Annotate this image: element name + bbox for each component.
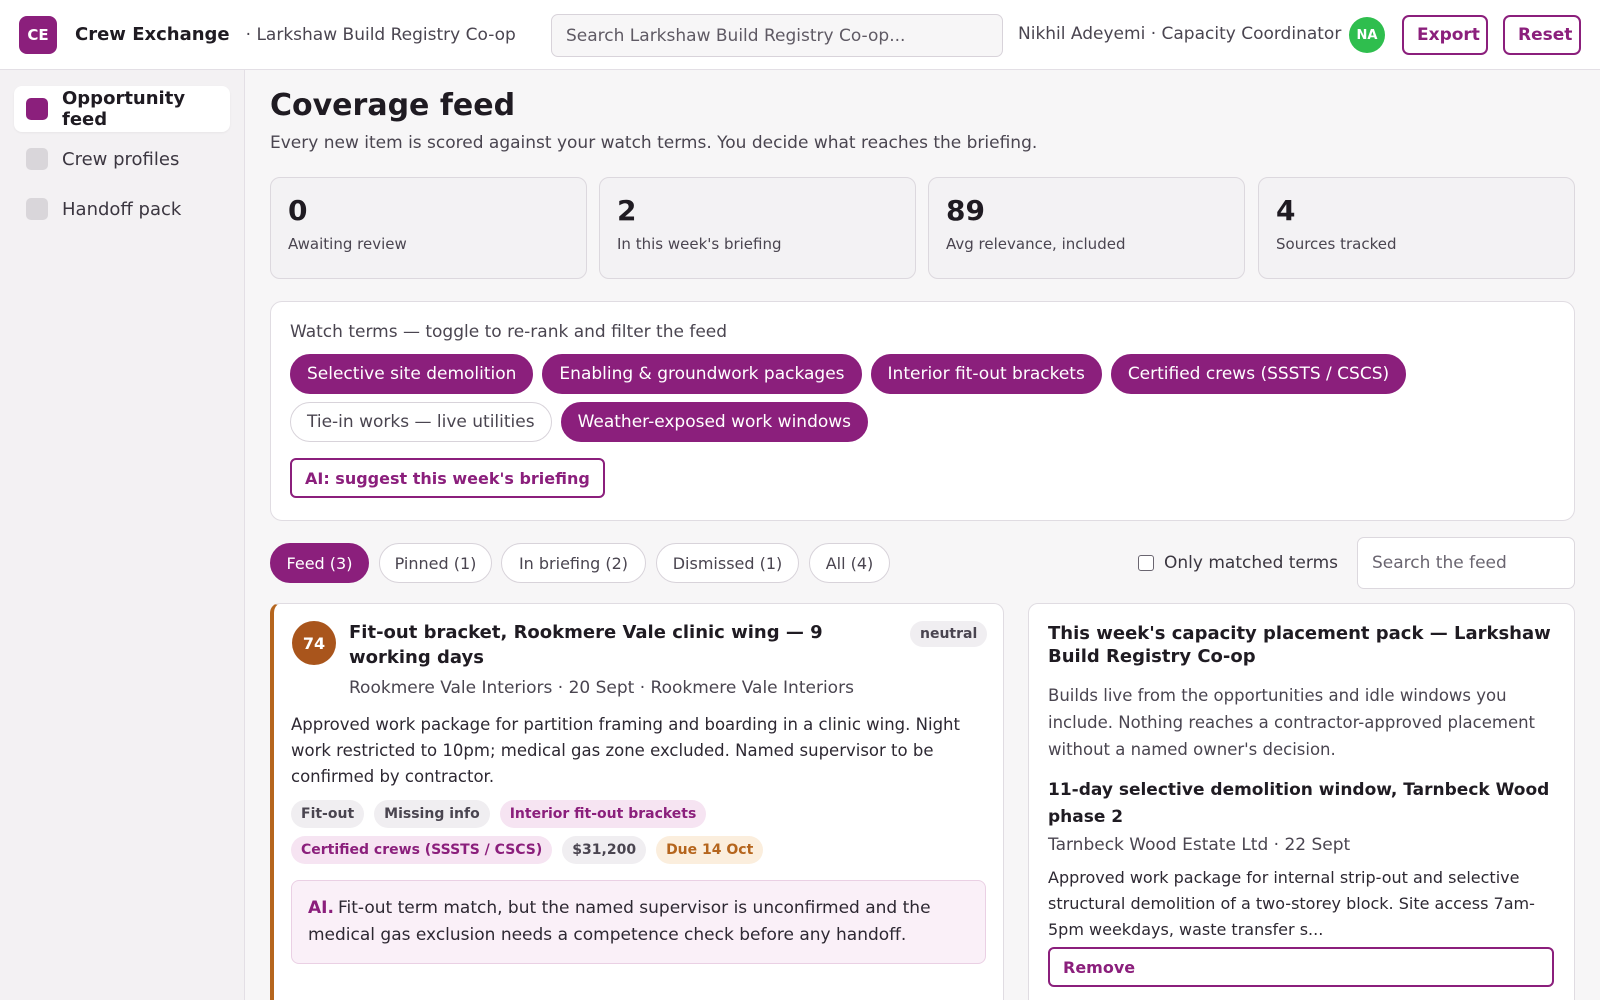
watch-term-chip[interactable]: Tie-in works — live utilities [290, 402, 552, 442]
ai-note: AI. Fit-out term match, but the named sup… [291, 880, 986, 964]
avatar[interactable]: NA [1349, 17, 1385, 53]
feed-card-title: Fit-out bracket, Rookmere Vale clinic wi… [349, 622, 823, 668]
nav-square-icon [26, 98, 48, 120]
ai-note-text: Fit-out term match, but the named superv… [308, 898, 931, 945]
tab-pinned[interactable]: Pinned (1) [379, 543, 492, 583]
tag: Missing info [374, 800, 490, 828]
pack-item-title: 11-day selective demolition window, Tarn… [1048, 780, 1550, 827]
watch-term-chip[interactable]: Weather-exposed work windows [560, 402, 869, 442]
stats-row: 0 Awaiting review 2 In this week's brief… [270, 177, 1575, 279]
only-matched-toggle[interactable]: Only matched terms [1138, 553, 1338, 573]
tab-dismissed[interactable]: Dismissed (1) [656, 543, 799, 583]
nav-square-icon [26, 198, 48, 220]
checkbox[interactable] [1138, 555, 1154, 571]
stat-label: Sources tracked [1276, 235, 1397, 253]
pack-item-body: Approved work package for internal strip… [1048, 868, 1535, 939]
tag-value: $31,200 [562, 836, 647, 864]
remove-button[interactable]: Remove [1048, 947, 1554, 987]
sidebar-item-label: Opportunity feed [62, 88, 186, 130]
stat-value: 4 [1276, 194, 1296, 227]
stat-value: 2 [617, 194, 637, 227]
tone-badge: neutral [910, 621, 988, 647]
only-matched-label: Only matched terms [1164, 553, 1338, 573]
stat-value: 89 [946, 194, 985, 227]
sidebar-item-label: Crew profiles [62, 148, 180, 170]
export-button[interactable]: Export [1402, 15, 1488, 55]
stat-card-in-briefing: 2 In this week's briefing [599, 177, 916, 279]
feed-search-input[interactable] [1357, 537, 1575, 589]
tab-all[interactable]: All (4) [809, 543, 890, 583]
sidebar-item-handoff-pack[interactable]: Handoff pack [14, 186, 230, 232]
tag-due-date: Due 14 Oct [656, 836, 764, 864]
ai-suggest-briefing-button[interactable]: AI: suggest this week's briefing [290, 458, 605, 498]
tab-feed[interactable]: Feed (3) [270, 543, 369, 583]
page-subtitle: Every new item is scored against your wa… [270, 133, 1038, 153]
stat-card-sources-tracked: 4 Sources tracked [1258, 177, 1575, 279]
watch-term-chips: Selective site demolition Enabling & gro… [290, 354, 1470, 442]
org-name: · Larkshaw Build Registry Co-op [245, 24, 516, 45]
feed-card[interactable]: 74 Fit-out bracket, Rookmere Vale clinic… [270, 603, 1004, 1000]
tag-watch-term: Interior fit-out brackets [499, 800, 707, 828]
sidebar-item-crew-profiles[interactable]: Crew profiles [14, 136, 230, 182]
pack-item-meta: Tarnbeck Wood Estate Ltd · 22 Sept [1048, 835, 1351, 855]
stat-label: Awaiting review [288, 235, 407, 253]
page-title: Coverage feed [270, 88, 516, 123]
global-search-input[interactable] [551, 14, 1003, 57]
sidebar-item-label: Handoff pack [62, 198, 182, 220]
watch-term-chip[interactable]: Selective site demolition [290, 354, 534, 394]
app-title: Crew Exchange [75, 24, 230, 45]
feed-tabs: Feed (3) Pinned (1) In briefing (2) Dism… [270, 537, 1575, 595]
watch-terms-label: Watch terms — toggle to re-rank and filt… [290, 322, 728, 342]
stat-value: 0 [288, 194, 308, 227]
pack-description: Builds live from the opportunities and i… [1048, 686, 1536, 759]
tab-in-briefing[interactable]: In briefing (2) [501, 543, 646, 583]
feed-card-tags: Fit-out Missing info Interior fit-out br… [291, 800, 971, 864]
app-logo: CE [19, 15, 57, 54]
sidebar: Opportunity feed Crew profiles Handoff p… [0, 70, 245, 1000]
stat-card-awaiting-review: 0 Awaiting review [270, 177, 587, 279]
reset-button[interactable]: Reset [1503, 15, 1581, 55]
pack-title: This week's capacity placement pack — La… [1048, 623, 1551, 667]
watch-term-chip[interactable]: Enabling & groundwork packages [542, 354, 862, 394]
stat-card-avg-relevance: 89 Avg relevance, included [928, 177, 1245, 279]
feed-card-body: Approved work package for partition fram… [291, 715, 960, 786]
top-bar: CE Crew Exchange · Larkshaw Build Regist… [0, 0, 1600, 70]
sidebar-item-opportunity-feed[interactable]: Opportunity feed [14, 86, 230, 132]
watch-term-chip[interactable]: Certified crews (SSSTS / CSCS) [1110, 354, 1407, 394]
main-content: Coverage feed Every new item is scored a… [270, 88, 1575, 1000]
tag-watch-term: Certified crews (SSSTS / CSCS) [291, 836, 553, 864]
watch-terms-panel: Watch terms — toggle to re-rank and filt… [270, 301, 1575, 521]
user-name: Nikhil Adeyemi · Capacity Coordinator [1018, 24, 1342, 44]
stat-label: In this week's briefing [617, 235, 782, 253]
tag: Fit-out [291, 800, 365, 828]
feed-card-meta: Rookmere Vale Interiors · 20 Sept · Rook… [349, 678, 854, 698]
nav-square-icon [26, 148, 48, 170]
watch-term-chip[interactable]: Interior fit-out brackets [870, 354, 1102, 394]
relevance-score-badge: 74 [292, 621, 336, 665]
ai-note-prefix: AI. [308, 898, 334, 918]
placement-pack-panel: This week's capacity placement pack — La… [1028, 603, 1575, 1000]
stat-label: Avg relevance, included [946, 235, 1126, 253]
